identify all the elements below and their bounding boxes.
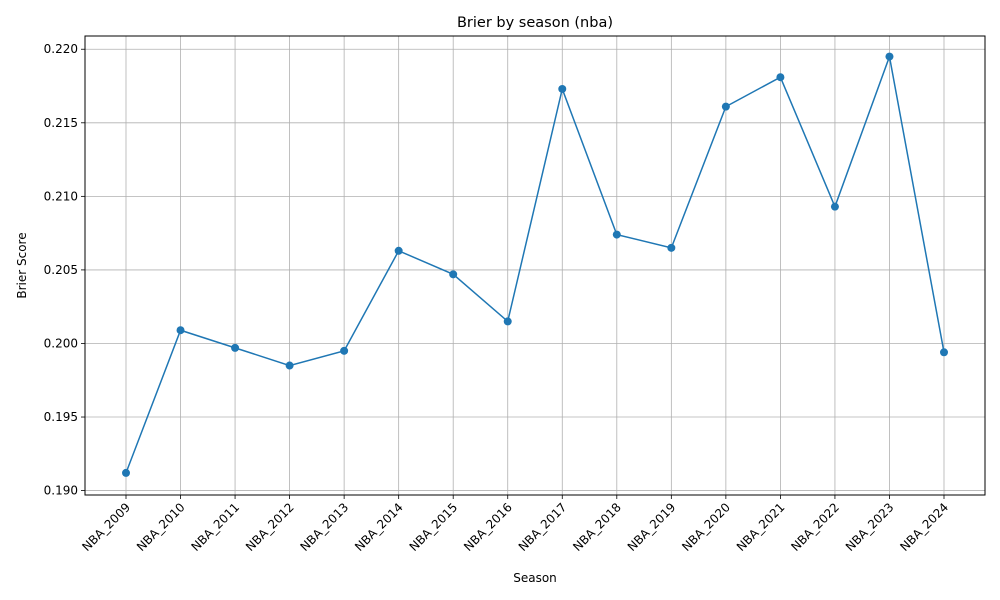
series <box>122 52 948 477</box>
data-point <box>340 346 349 355</box>
data-point <box>940 348 948 357</box>
data-point <box>885 52 894 61</box>
data-point <box>667 243 676 252</box>
y-tick-label: 0.210 <box>44 189 78 203</box>
data-point <box>176 326 185 335</box>
data-point <box>231 343 240 352</box>
y-tick-label: 0.220 <box>44 42 78 56</box>
data-point <box>394 246 403 255</box>
data-point <box>449 270 458 279</box>
data-point <box>830 202 839 211</box>
data-point <box>721 102 730 111</box>
data-point <box>612 230 621 239</box>
y-tick-label: 0.215 <box>44 116 78 130</box>
chart-title: Brier by season (nba) <box>457 15 613 31</box>
y-axis-title: Brier Score <box>15 232 29 298</box>
y-tick-label: 0.195 <box>44 410 78 424</box>
data-point <box>776 73 785 82</box>
grid <box>85 36 985 495</box>
data-point <box>285 361 294 370</box>
y-tick-label: 0.200 <box>44 336 78 350</box>
data-point <box>122 468 130 477</box>
plot-area-frame <box>84 35 986 496</box>
data-point <box>503 317 512 326</box>
series-line <box>125 53 945 474</box>
y-tick-label: 0.190 <box>44 484 78 498</box>
y-tick-label: 0.205 <box>44 263 78 277</box>
y-axis: 0.190 0.195 0.200 0.205 0.210 0.215 0.220 <box>44 42 85 498</box>
x-axis-title: Season <box>513 571 557 585</box>
data-point <box>558 84 567 93</box>
